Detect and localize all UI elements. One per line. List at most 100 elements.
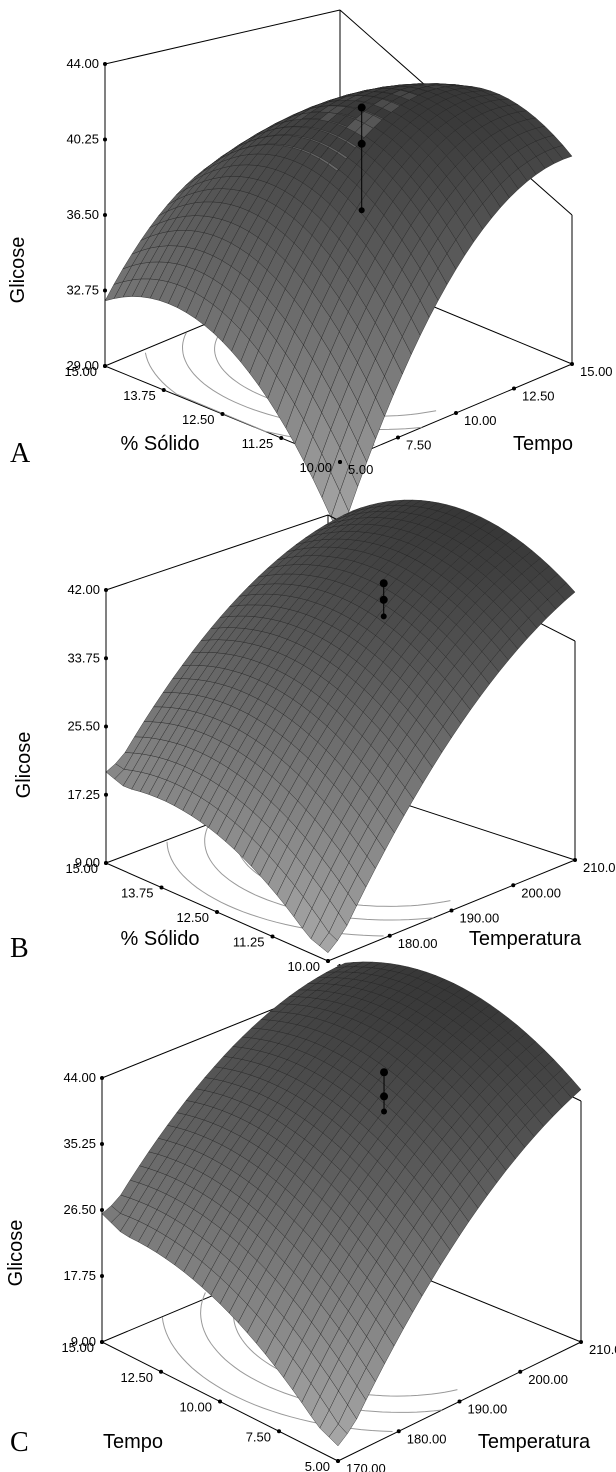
y-tick-mark (449, 908, 454, 913)
z-tick-mark (103, 213, 107, 217)
y-tick-mark (511, 883, 516, 888)
z-tick-label: 33.75 (67, 650, 100, 665)
x-tick-mark (270, 934, 275, 939)
y-tick-label: 5.00 (348, 462, 373, 477)
surface-cell (556, 582, 576, 601)
x-tick-mark (277, 1429, 281, 1434)
z-tick-mark (100, 1142, 104, 1146)
y-tick-label: 180.00 (398, 936, 438, 951)
surface-cell (553, 145, 573, 160)
z-tick-mark (103, 137, 107, 142)
y-tick-label: 190.00 (460, 911, 500, 926)
z-tick-label: 42.00 (67, 582, 100, 597)
z-tick-label: 9.00 (71, 1334, 96, 1349)
x-tick-label: 15.00 (65, 861, 98, 876)
z-tick-label: 44.00 (63, 1070, 96, 1085)
x-tick-label: 12.50 (176, 910, 209, 925)
response-surface (101, 961, 582, 1447)
design-point (357, 139, 366, 148)
z-tick-mark (104, 588, 108, 592)
x-tick-label: 11.25 (233, 935, 265, 950)
x-tick-label: 7.50 (246, 1429, 271, 1444)
x-axis-label: % Sólido (121, 928, 200, 950)
y-tick-label: 210.00 (589, 1342, 616, 1357)
x-tick-mark (218, 1399, 222, 1404)
x-tick-label: 15.00 (64, 364, 97, 379)
x-tick-label: 11.25 (242, 436, 274, 451)
x-tick-mark (159, 885, 164, 890)
y-tick-label: 200.00 (528, 1372, 568, 1387)
z-tick-label: 36.50 (66, 207, 99, 222)
z-tick-label: 26.50 (63, 1202, 96, 1217)
y-tick-mark (518, 1369, 523, 1374)
z-tick-label: 32.75 (66, 283, 99, 298)
y-tick-label: 15.00 (580, 364, 613, 379)
z-axis-label: Glicose (5, 1220, 27, 1287)
x-tick-label: 10.00 (299, 460, 332, 475)
y-tick-label: 210.00 (583, 860, 616, 875)
z-tick-label: 35.25 (63, 1136, 96, 1151)
y-tick-mark (570, 362, 574, 366)
x-tick-mark (215, 910, 219, 914)
x-tick-label: 12.50 (120, 1370, 153, 1385)
x-tick-mark (161, 388, 166, 392)
z-tick-mark (103, 62, 107, 66)
x-tick-label: 13.75 (123, 388, 156, 403)
z-tick-label: 9.00 (75, 855, 100, 870)
response-surface (105, 499, 576, 953)
z-tick-mark (104, 656, 108, 661)
design-point (357, 103, 366, 112)
z-tick-label: 40.25 (66, 132, 99, 147)
design-point (380, 613, 387, 620)
y-tick-label: 180.00 (407, 1431, 447, 1446)
y-tick-mark (338, 460, 342, 464)
design-point (379, 595, 388, 604)
z-tick-mark (100, 1208, 104, 1212)
z-axis-label: Glicose (13, 732, 35, 799)
x-axis-label: % Sólido (121, 433, 200, 455)
design-point (358, 207, 365, 214)
y-tick-mark (326, 959, 330, 963)
y-tick-label: 200.00 (521, 885, 561, 900)
design-point (380, 1068, 389, 1077)
y-axis-label: Tempo (513, 433, 573, 455)
z-tick-label: 29.00 (66, 358, 99, 373)
top-left-edge (104, 9, 341, 65)
design-points (380, 1068, 389, 1115)
chart-panel-a: 29.00 32.75 36.50 40.25 44.00 15.00 13.75 12.50… (7, 9, 613, 539)
z-axis-label: Glicose (7, 237, 29, 304)
panel-letter: A (10, 438, 31, 469)
x-tick-mark (100, 1340, 104, 1344)
z-tick-label: 25.50 (67, 719, 100, 734)
y-tick-label: 170.00 (346, 1461, 386, 1472)
design-points (357, 103, 366, 214)
y-tick-label: 12.50 (522, 389, 555, 404)
x-tick-label: 12.50 (182, 412, 215, 427)
y-tick-label: 190.00 (468, 1402, 508, 1417)
y-tick-mark (512, 386, 516, 391)
z-tick-label: 17.75 (63, 1268, 96, 1283)
y-axis-label: Temperatura (469, 928, 582, 950)
x-axis-label: Tempo (103, 1431, 163, 1453)
z-tick-mark (100, 1274, 104, 1278)
x-tick-label: 15.00 (61, 1340, 94, 1355)
y-tick-mark (454, 411, 458, 415)
design-point (379, 579, 388, 588)
design-point (381, 1108, 388, 1115)
contour-line (204, 820, 434, 921)
x-tick-label: 10.00 (179, 1400, 212, 1415)
y-tick-mark (336, 1459, 340, 1463)
design-points (379, 579, 388, 620)
z-tick-label: 17.25 (67, 787, 100, 802)
x-tick-label: 13.75 (121, 886, 154, 901)
x-tick-mark (279, 436, 284, 440)
chart-panel-b: 9.00 17.25 25.50 33.75 42.00 15.00 13.75 12.50 1… (10, 499, 616, 976)
y-tick-label: 7.50 (406, 438, 431, 453)
z-tick-label: 44.00 (66, 56, 99, 71)
y-tick-mark (457, 1399, 462, 1404)
y-tick-mark (579, 1340, 583, 1344)
z-tick-mark (100, 1076, 104, 1080)
y-tick-mark (387, 933, 392, 938)
y-axis-label: Temperatura (478, 1431, 591, 1453)
